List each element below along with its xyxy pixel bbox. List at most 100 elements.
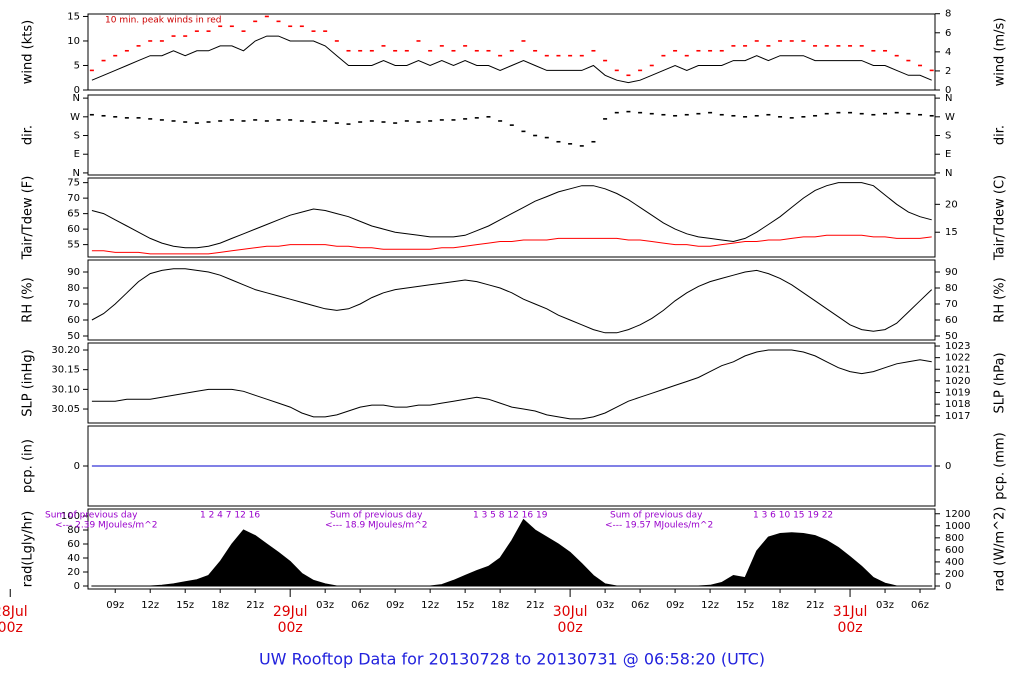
x-tick-label: 15z [456, 600, 474, 611]
data-point [649, 64, 654, 67]
data-point [871, 113, 876, 116]
y2-tick-label: 80 [945, 283, 958, 294]
day-label: 29Jul [273, 604, 308, 620]
data-point [159, 119, 164, 121]
x-tick-label: 12z [421, 600, 439, 611]
data-point [101, 114, 106, 117]
data-point [778, 116, 783, 118]
y-tick-label: 55 [67, 240, 80, 251]
data-point [381, 45, 386, 47]
data-point [883, 112, 888, 115]
x-tick-label: 18z [211, 600, 229, 611]
x-tick-label: 15z [736, 600, 754, 611]
data-point [194, 30, 199, 32]
data-point [789, 40, 794, 42]
y-tick-label: E [74, 149, 80, 160]
y2-tick-label: 6 [945, 28, 951, 39]
data-point [241, 30, 246, 32]
data-point [323, 120, 328, 122]
y-axis-label: rad(Lgly/hr) [21, 511, 36, 587]
panel-frame [87, 259, 936, 341]
y2-tick-label: 8 [945, 9, 951, 20]
data-point [463, 45, 468, 47]
y-tick-label: 10 [67, 36, 80, 47]
data-point [533, 49, 538, 52]
x-tick-label: 18z [491, 600, 509, 611]
data-point [859, 45, 864, 47]
data-point [521, 40, 526, 42]
data-point [743, 116, 748, 118]
data-point [218, 25, 223, 28]
y-axis-label: RH (%) [21, 277, 36, 322]
panel-frame [87, 177, 936, 258]
data-point [906, 112, 911, 115]
data-point [684, 54, 689, 57]
data-line [91, 182, 932, 249]
data-point [929, 69, 934, 72]
data-point [614, 111, 619, 114]
data-point [929, 114, 934, 117]
data-point [708, 111, 713, 114]
data-point [696, 112, 701, 115]
data-point [439, 45, 444, 47]
annotation: Sum of previous day [330, 511, 423, 521]
y2-tick-label: 4 [945, 47, 951, 58]
data-point [778, 40, 783, 42]
y-tick-label: 30.20 [51, 345, 80, 356]
data-point [393, 49, 398, 52]
data-point [183, 121, 188, 123]
y-tick-label: 60 [67, 224, 80, 235]
data-point [451, 49, 456, 52]
x-tick-label: 03z [876, 600, 894, 611]
data-point [509, 124, 514, 126]
data-point [684, 113, 689, 116]
y-tick-label: 5 [74, 60, 80, 71]
y-tick-label: 0 [74, 581, 80, 592]
y-tick-label: 0 [74, 85, 80, 96]
annotation: <--- 18.9 MJoules/m^2 [325, 521, 427, 531]
y2-tick-label: 70 [945, 299, 958, 310]
x-tick-label: 18z [771, 600, 789, 611]
y-tick-label: 70 [67, 299, 80, 310]
data-point [148, 118, 153, 120]
data-point [276, 119, 281, 121]
y2-tick-label: 0 [945, 581, 951, 592]
data-point [859, 112, 864, 115]
day-sublabel: 00z [0, 620, 23, 636]
y2-tick-label: W [945, 112, 955, 123]
data-point [673, 114, 678, 117]
data-point [474, 117, 479, 119]
data-point [358, 121, 363, 123]
data-point [801, 40, 806, 42]
y-tick-label: 80 [67, 525, 80, 536]
data-point [696, 49, 701, 52]
data-point [906, 59, 911, 62]
y2-tick-label: 1020 [945, 376, 970, 387]
annotation: 10 min. peak winds in red [105, 16, 222, 26]
annotation: 1 3 5 8 12 16 19 [473, 511, 548, 521]
x-tick-label: 06z [631, 600, 649, 611]
data-line [91, 349, 932, 420]
x-tick-label: 21z [806, 600, 824, 611]
y2-tick-label: 90 [945, 267, 958, 278]
y2-tick-label: 50 [945, 331, 958, 342]
data-point [229, 119, 234, 121]
data-point [136, 45, 141, 47]
data-point [288, 25, 293, 28]
y-tick-label: 30.05 [51, 404, 80, 415]
y2-axis-label: rad (W/m^2) [993, 507, 1008, 592]
data-point [428, 49, 433, 52]
data-point [801, 116, 806, 118]
data-point [393, 122, 398, 124]
data-point [731, 45, 736, 47]
data-point [661, 54, 666, 57]
data-line [91, 234, 932, 255]
day-label: 31Jul [833, 604, 868, 620]
day-sublabel: 00z [558, 620, 583, 636]
annotation: Sum of previous day [610, 511, 703, 521]
data-point [264, 15, 269, 18]
y2-axis-label: pcp. (mm) [993, 432, 1008, 499]
data-point [101, 59, 106, 62]
y-tick-label: 70 [67, 193, 80, 204]
